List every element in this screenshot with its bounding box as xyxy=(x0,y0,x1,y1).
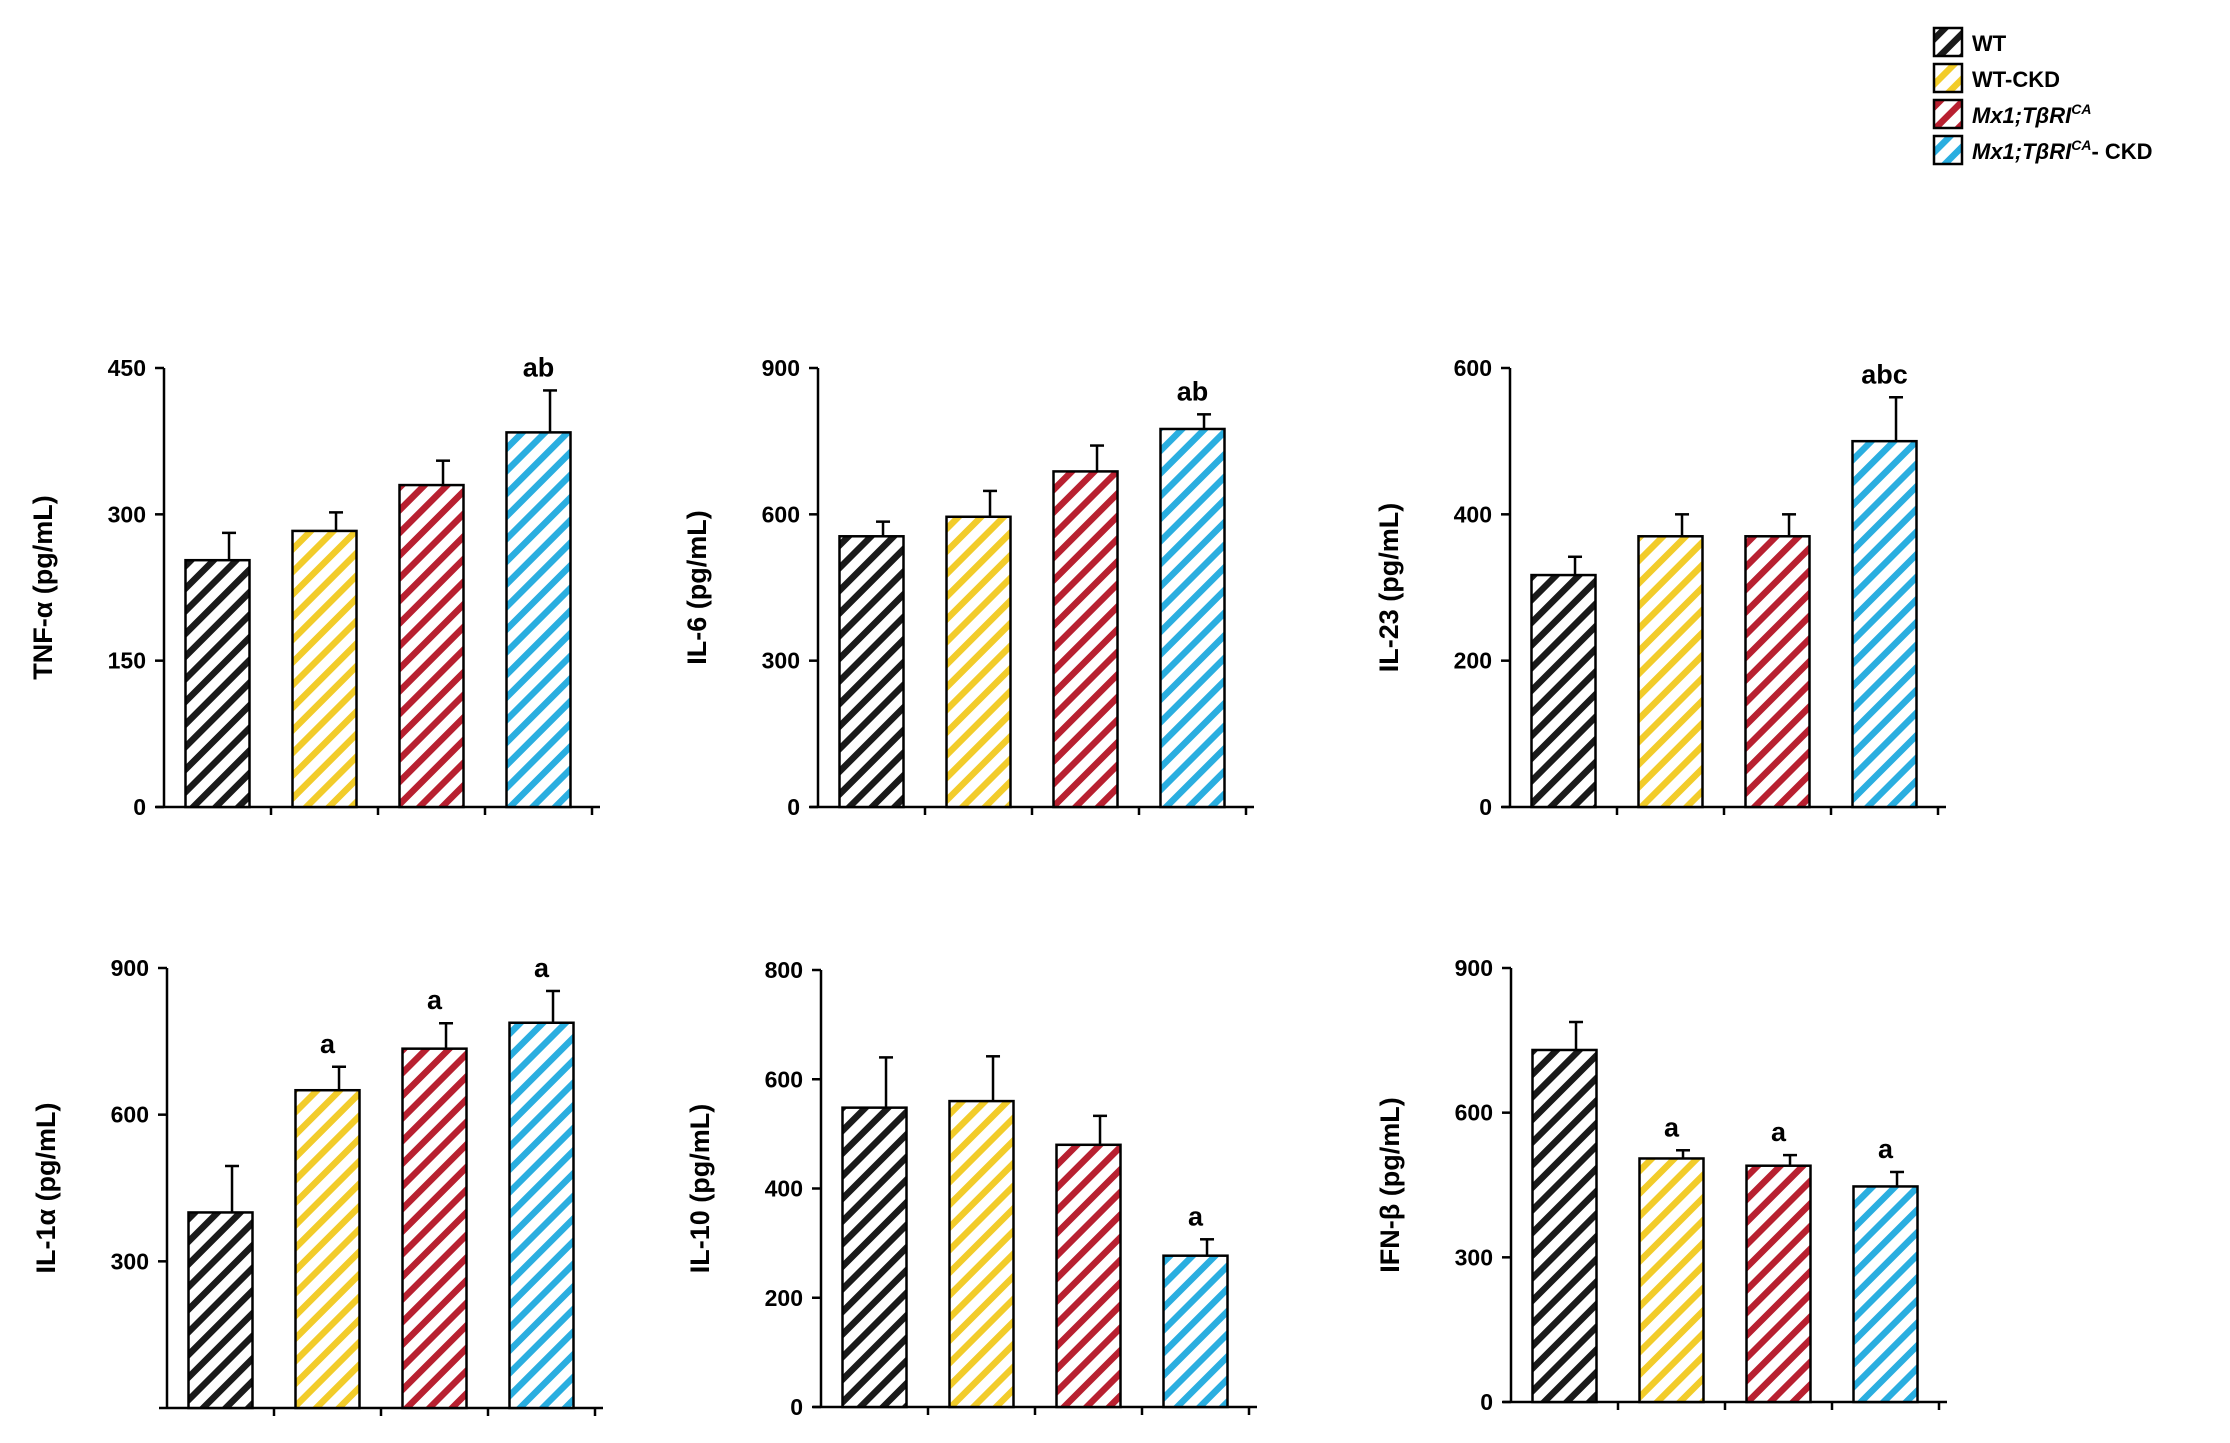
significance-label: abc xyxy=(1861,359,1908,389)
bar-wt xyxy=(838,535,905,809)
y-tick-label: 0 xyxy=(133,794,146,820)
legend-item-mx1: Mx1;TβRICA xyxy=(1932,98,2091,130)
bar-wt_ckd xyxy=(1638,1157,1705,1404)
significance-label: a xyxy=(427,985,443,1015)
bar-mx1 xyxy=(1055,1143,1122,1409)
significance-label: ab xyxy=(523,352,555,382)
y-axis-label: IFN-β (pg/mL) xyxy=(1375,1097,1405,1272)
y-tick-label: 150 xyxy=(108,648,146,674)
significance-label: a xyxy=(534,953,550,983)
y-axis-label: IL-10 (pg/mL) xyxy=(685,1104,715,1274)
panel-1: 0 150 300 450 TNF-α (pg/mL) ab xyxy=(28,352,600,820)
significance-label: a xyxy=(1188,1201,1204,1231)
y-tick-label: 0 xyxy=(790,1394,803,1420)
y-tick-label: 900 xyxy=(1455,955,1493,981)
legend-label: Mx1;TβRICA- CKD xyxy=(1972,137,2153,164)
legend-label: WT xyxy=(1972,31,2007,56)
y-tick-label: 300 xyxy=(108,501,146,527)
y-tick-label: 300 xyxy=(111,1248,149,1274)
bar-wt xyxy=(1531,1048,1598,1404)
y-tick-label: 600 xyxy=(1454,355,1492,381)
bar-wt xyxy=(187,1211,254,1410)
panel-5: 0 200 400 600 800 IL-10 (pg/mL) a xyxy=(685,957,1257,1420)
legend-item-wt: WT xyxy=(1932,26,2007,58)
y-tick-label: 600 xyxy=(762,501,800,527)
bar-wt_ckd xyxy=(294,1088,361,1410)
panel-3: 0 200 400 600 IL-23 (pg/mL) abc xyxy=(1374,355,1946,820)
bar-mx1 xyxy=(398,483,465,809)
bar-wt xyxy=(1530,573,1597,809)
y-tick-label: 300 xyxy=(1455,1244,1493,1270)
significance-label: a xyxy=(1878,1134,1894,1164)
y-tick-label: 300 xyxy=(762,648,800,674)
significance-label: a xyxy=(1664,1112,1680,1142)
bar-mx1 xyxy=(1052,470,1119,809)
significance-label: ab xyxy=(1177,376,1209,406)
y-tick-label: 900 xyxy=(111,955,149,981)
legend-item-mx1_ckd: Mx1;TβRICA- CKD xyxy=(1932,134,2153,166)
legend-swatch xyxy=(1932,134,1964,166)
bar-mx1_ckd xyxy=(1851,439,1918,809)
bar-wt_ckd xyxy=(945,515,1012,809)
y-tick-label: 600 xyxy=(111,1102,149,1128)
panel-4: 300 600 900 IL-1α (pg/mL) a a a xyxy=(31,953,603,1416)
y-tick-label: 450 xyxy=(108,355,146,381)
y-axis-label: IL-6 (pg/mL) xyxy=(682,510,712,664)
legend-swatch xyxy=(1932,62,1964,94)
legend-swatch xyxy=(1932,26,1964,58)
y-tick-label: 200 xyxy=(1454,648,1492,674)
legend: WT WT-CKD Mx1;TβRICA Mx1;TβRICA- CKD xyxy=(1932,26,2153,166)
y-tick-label: 200 xyxy=(765,1285,803,1311)
bar-wt xyxy=(841,1106,908,1409)
bar-mx1 xyxy=(1745,1164,1812,1404)
bar-mx1 xyxy=(1744,535,1811,809)
y-tick-label: 400 xyxy=(1454,501,1492,527)
y-tick-label: 0 xyxy=(1479,794,1492,820)
bar-mx1_ckd xyxy=(1159,427,1226,809)
y-tick-label: 400 xyxy=(765,1176,803,1202)
y-axis-label: TNF-α (pg/mL) xyxy=(28,495,58,680)
legend-item-wt_ckd: WT-CKD xyxy=(1932,62,2060,94)
significance-label: a xyxy=(320,1029,336,1059)
bar-wt_ckd xyxy=(291,529,358,809)
legend-label: WT-CKD xyxy=(1972,67,2060,92)
y-tick-label: 0 xyxy=(1480,1389,1493,1415)
panel-6: 0 300 600 900 IFN-β (pg/mL) a a a xyxy=(1375,955,1947,1415)
panels: 0 150 300 450 TNF-α (pg/mL) ab 0 300 600 900 IL-6 … xyxy=(28,352,1947,1420)
y-tick-label: 0 xyxy=(787,794,800,820)
bar-wt_ckd xyxy=(1637,535,1704,809)
y-tick-label: 600 xyxy=(765,1066,803,1092)
legend-swatch xyxy=(1932,98,1964,130)
bar-mx1_ckd xyxy=(508,1021,575,1410)
bar-wt xyxy=(184,558,251,809)
y-axis-label: IL-23 (pg/mL) xyxy=(1374,503,1404,673)
bar-mx1_ckd xyxy=(1852,1185,1919,1404)
y-tick-label: 600 xyxy=(1455,1100,1493,1126)
panel-2: 0 300 600 900 IL-6 (pg/mL) ab xyxy=(682,355,1254,820)
y-axis-label: IL-1α (pg/mL) xyxy=(31,1102,61,1273)
y-tick-label: 900 xyxy=(762,355,800,381)
bar-wt_ckd xyxy=(948,1099,1015,1409)
legend-label: Mx1;TβRICA xyxy=(1972,101,2091,128)
significance-label: a xyxy=(1771,1117,1787,1147)
bar-mx1 xyxy=(401,1047,468,1410)
bar-mx1_ckd xyxy=(505,431,572,809)
bar-mx1_ckd xyxy=(1162,1254,1229,1409)
y-tick-label: 800 xyxy=(765,957,803,983)
